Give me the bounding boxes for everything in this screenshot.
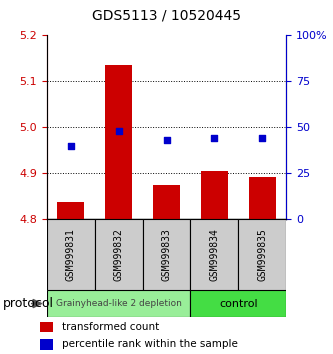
Text: transformed count: transformed count: [62, 322, 159, 332]
Bar: [47, 290, 190, 317]
Point: [164, 137, 169, 143]
Bar: [143, 219, 190, 290]
Bar: [57, 202, 84, 219]
Bar: [153, 185, 180, 219]
Point: [116, 128, 121, 134]
Bar: [190, 219, 238, 290]
Text: GSM999833: GSM999833: [162, 228, 171, 281]
Text: GDS5113 / 10520445: GDS5113 / 10520445: [92, 9, 241, 23]
Point: [260, 136, 265, 141]
Text: protocol: protocol: [3, 297, 54, 310]
Bar: [95, 219, 143, 290]
Point: [68, 143, 73, 149]
Text: Grainyhead-like 2 depletion: Grainyhead-like 2 depletion: [56, 299, 181, 308]
Bar: [238, 219, 286, 290]
Bar: [190, 290, 286, 317]
Text: GSM999835: GSM999835: [257, 228, 267, 281]
Text: GSM999834: GSM999834: [209, 228, 219, 281]
Bar: [40, 322, 53, 332]
Bar: [201, 171, 228, 219]
Bar: [105, 65, 132, 219]
Text: percentile rank within the sample: percentile rank within the sample: [62, 339, 237, 349]
Text: control: control: [219, 298, 258, 309]
Point: [212, 136, 217, 141]
Text: GSM999831: GSM999831: [66, 228, 76, 281]
Text: GSM999832: GSM999832: [114, 228, 124, 281]
Bar: [47, 219, 95, 290]
Bar: [40, 339, 53, 349]
Bar: [249, 177, 276, 219]
